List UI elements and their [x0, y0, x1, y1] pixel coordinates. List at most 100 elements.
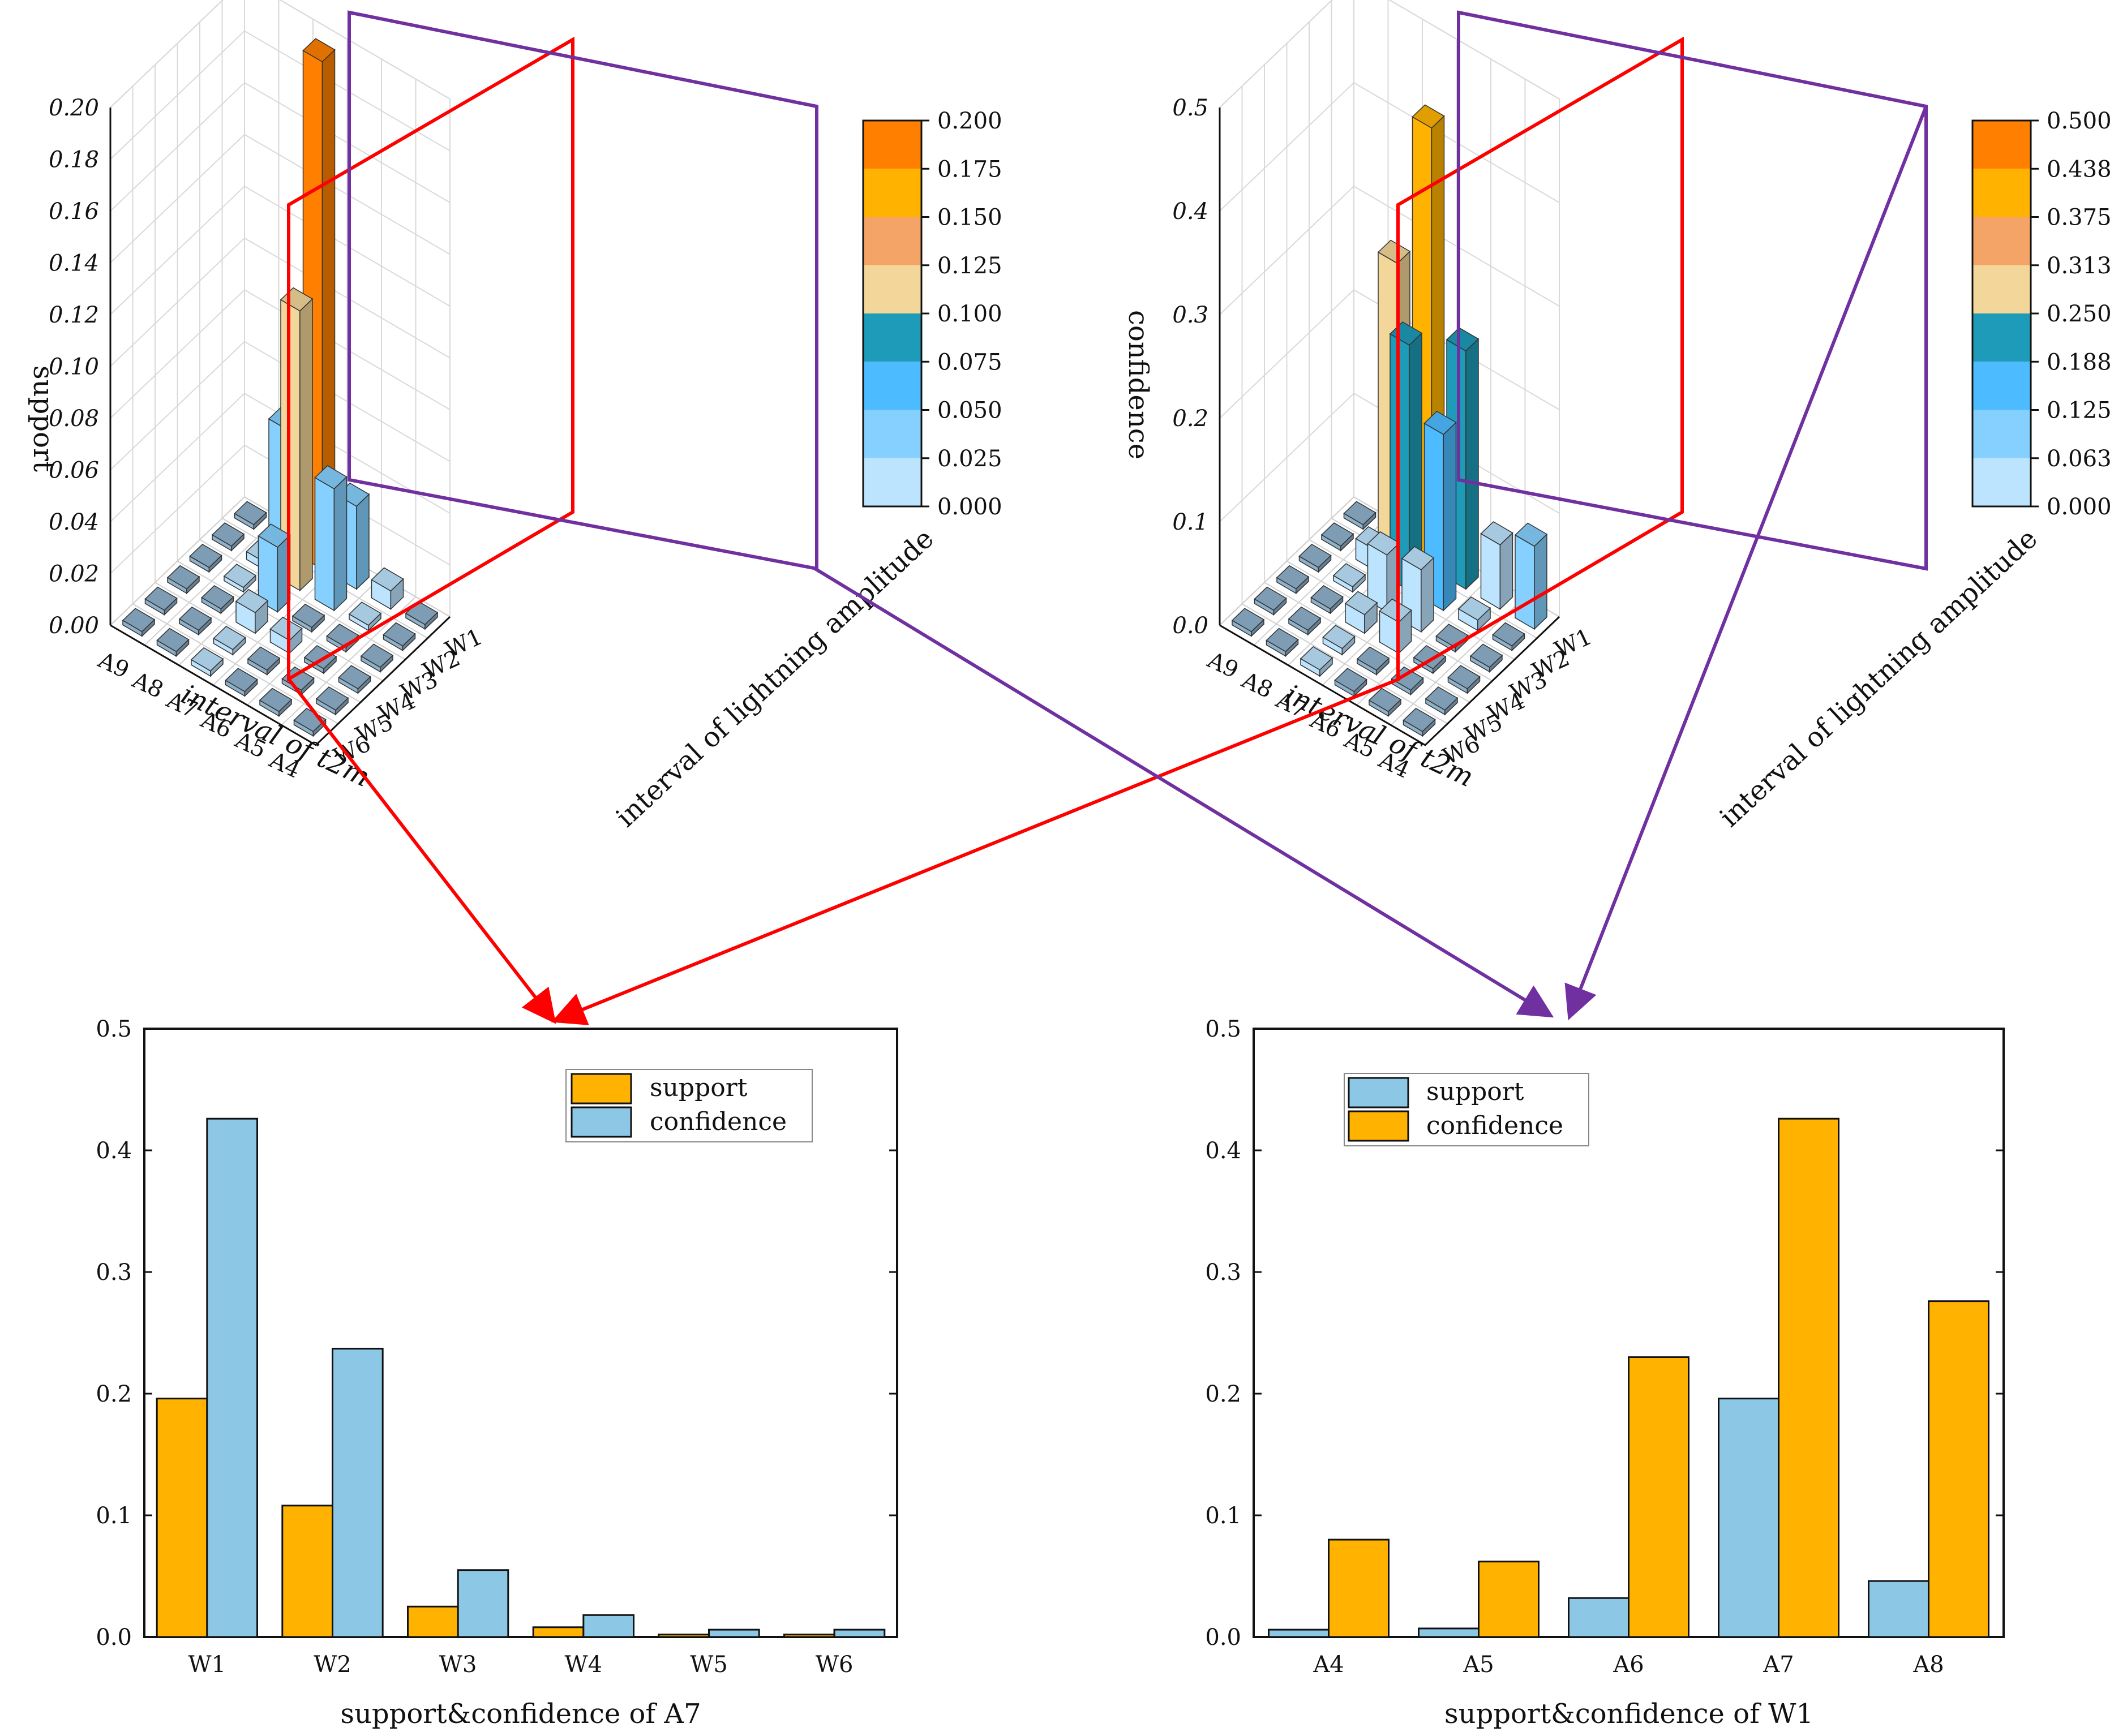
bar3d-front [1515, 534, 1535, 630]
bar3d-A4-W6 [1403, 707, 1436, 737]
confidence-3d-zlabel: confidence [1122, 310, 1154, 459]
bar3d-front [314, 476, 335, 612]
bar3d-A9-W2 [1320, 522, 1354, 552]
bar3d-top [122, 608, 156, 633]
confidence-w1-plane [1457, 10, 1928, 571]
bar3d-A9-W3 [189, 543, 222, 573]
bar3d-A5-W2 [348, 601, 382, 631]
colorbar-segment [863, 121, 921, 169]
bar-support-A5 [1418, 1627, 1480, 1638]
colorbar-tick-label: 0.063 [2047, 446, 2112, 472]
w1-legend: support confidence [1344, 1073, 1589, 1146]
bar3d-top [1446, 327, 1480, 352]
bar-confidence-A4 [1328, 1539, 1390, 1638]
support-3d-bars [122, 38, 439, 737]
z-tick-label: 0.1 [1172, 509, 1208, 535]
w1-xticks: A4 A5 A6 A7 A8 [1313, 1629, 1944, 1678]
w1-legend-label-confidence: confidence [1426, 1111, 1563, 1140]
x-tick-label: W2 [314, 1652, 351, 1678]
bar3d-side [1443, 421, 1457, 612]
colorbar-tick-label: 0.438 [2047, 156, 2112, 182]
bar3d-A6-W3 [1401, 546, 1435, 633]
bar3d-A4-W1 [1514, 522, 1548, 630]
bar3d-top [314, 465, 348, 489]
bar3d-top [1334, 668, 1367, 693]
bar-confidence-W2 [332, 1347, 384, 1638]
bar3d-A8-W6 [156, 628, 190, 658]
z-tick-label: 0.02 [49, 561, 99, 587]
bar3d-A8-W3 [223, 564, 257, 593]
z-tick-label: 0.4 [1172, 199, 1208, 225]
bar3d-top [1457, 596, 1491, 621]
bar3d-top [247, 646, 281, 671]
arrow-purple-left [814, 567, 1554, 1018]
bar3d-A6-W5 [1356, 646, 1390, 676]
bar3d-top [1310, 585, 1344, 609]
z-tick-label: 0.14 [49, 251, 99, 277]
bar3d-A9-W1 [1343, 501, 1376, 530]
bar3d-A9-W4 [166, 565, 200, 595]
bar3d-top [211, 522, 245, 547]
bar3d-A5-W6 [1368, 687, 1402, 717]
w1-legend-swatch-confidence [1348, 1110, 1409, 1142]
bar3d-A9-W3 [1298, 543, 1332, 573]
bar3d-A6-W3 [291, 603, 325, 633]
colorbar-tick-label: 0.025 [937, 446, 1002, 472]
a7-plot-frame [143, 1028, 898, 1638]
a7-yticks: 0.0 0.1 0.2 0.3 0.4 0.5 [96, 1016, 897, 1651]
a7-xticks: W1 W2 W3 W4 W5 W6 [188, 1629, 853, 1678]
bar3d-top [234, 501, 267, 526]
bar-confidence-A6 [1628, 1356, 1689, 1638]
z-tick-label: 0.16 [49, 199, 99, 225]
bar3d-A4-W2 [1492, 622, 1525, 652]
y-tick-label: 0.2 [96, 1381, 132, 1407]
bar3d-top [291, 603, 325, 628]
bar3d-A9-W4 [1276, 565, 1310, 595]
bar3d-top [348, 601, 382, 626]
bar3d-A9-W6 [122, 608, 156, 637]
bar-confidence-A5 [1478, 1561, 1539, 1638]
bar3d-top [1368, 687, 1402, 712]
w1-bars [1268, 1118, 1989, 1638]
arrow-purple-right [1564, 105, 1928, 1021]
bar3d-A5-W1 [1480, 521, 1513, 611]
bar3d-top [1401, 546, 1435, 570]
x-tick-label: A5 [1463, 1652, 1494, 1678]
colorbar-tick-label: 0.150 [937, 205, 1002, 231]
x-tick-label: W1 [188, 1652, 226, 1678]
bar3d-top [1412, 104, 1445, 129]
bar3d-A7-W6 [1300, 646, 1333, 677]
y-tick-label: 0.4 [96, 1138, 132, 1164]
colorbar-segment [1972, 313, 2031, 362]
a7-xlabel: support&confidence of A7 [340, 1698, 701, 1730]
y-tick-label: 0.4 [1205, 1138, 1241, 1164]
bar3d-top [1276, 565, 1310, 590]
bar3d-top [1492, 622, 1525, 647]
y-tick-label: 0.0 [96, 1625, 132, 1651]
bar3d-side [1421, 556, 1434, 633]
floor-gridline [1264, 582, 1470, 703]
bar3d-top [213, 625, 246, 650]
bar3d-top [1320, 522, 1354, 547]
z-tick-label: 0.0 [1172, 613, 1208, 639]
colorbar-segment [863, 217, 921, 265]
colorbar-tick-label: 0.100 [937, 301, 1002, 327]
bar3d-top [223, 564, 257, 588]
bar3d-top [383, 622, 416, 647]
colorbar-segment [1972, 458, 2031, 506]
a7-legend: support confidence [565, 1069, 813, 1142]
colorbar-segment [1972, 410, 2031, 458]
colorbar-segment [1972, 121, 2031, 169]
x-tick-label: A8 [128, 667, 168, 703]
bar-confidence-W6 [833, 1628, 886, 1638]
support-colorbar: 0.200 0.175 0.150 0.125 0.100 0.075 0.050 0.025… [862, 108, 1002, 520]
z-tick-label: 0.04 [49, 509, 99, 535]
bar3d-A8-W6 [1266, 628, 1299, 658]
bar3d-top [1254, 586, 1287, 611]
bar3d-A9-W2 [211, 522, 245, 552]
y-tick-label: 0.1 [96, 1503, 132, 1529]
x-tick-label: W3 [439, 1652, 477, 1678]
colorbar-tick-label: 0.125 [2047, 398, 2112, 424]
